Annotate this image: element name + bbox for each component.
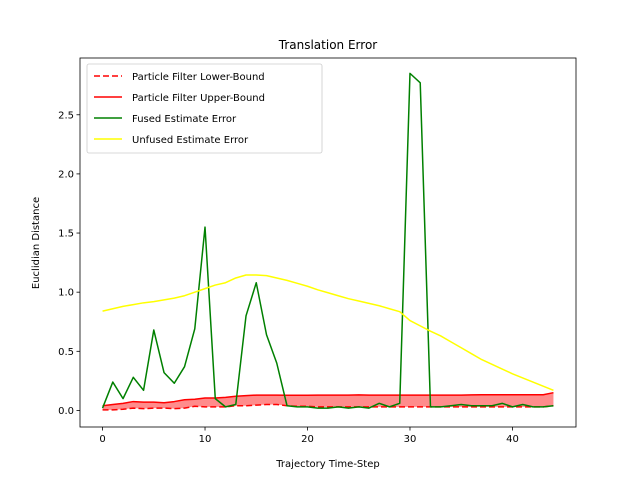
confidence-band xyxy=(102,392,554,410)
series-line-2 xyxy=(102,391,554,407)
x-tick-label: 30 xyxy=(404,434,417,445)
y-tick-label: 1.0 xyxy=(58,288,74,299)
x-axis: 0 10 20 30 40 xyxy=(99,427,519,445)
y-tick-label: 0.5 xyxy=(58,347,74,358)
series-line-3 xyxy=(101,72,554,409)
legend-label-1: Particle Filter Lower-Bound xyxy=(132,72,265,83)
y-tick-label: 1.5 xyxy=(58,229,74,240)
legend-label-4: Unfused Estimate Error xyxy=(132,135,249,146)
legend: Particle Filter Lower-Bound Particle Filt… xyxy=(86,63,323,154)
series-line-1 xyxy=(102,403,554,411)
x-tick-label: 0 xyxy=(99,434,105,445)
y-tick-label: 0.0 xyxy=(58,406,74,417)
y-axis-label: Euclidian Distance xyxy=(31,197,42,289)
y-tick-label: 2.0 xyxy=(58,169,74,180)
legend-box xyxy=(86,63,323,154)
plot-frame xyxy=(79,57,577,428)
y-axis: 0.0 0.5 1.0 1.5 2.0 2.5 xyxy=(58,110,80,417)
x-axis-label: Trajectory Time-Step xyxy=(275,459,379,470)
x-tick-label: 10 xyxy=(199,434,212,445)
y-tick-label: 2.5 xyxy=(58,110,74,121)
plot-area xyxy=(79,57,577,428)
x-tick-label: 20 xyxy=(301,434,314,445)
series-line-4 xyxy=(102,274,554,392)
legend-label-2: Particle Filter Upper-Bound xyxy=(132,93,265,104)
legend-label-3: Fused Estimate Error xyxy=(132,114,237,125)
x-tick-label: 40 xyxy=(506,434,519,445)
chart-title: Translation Error xyxy=(278,38,378,52)
